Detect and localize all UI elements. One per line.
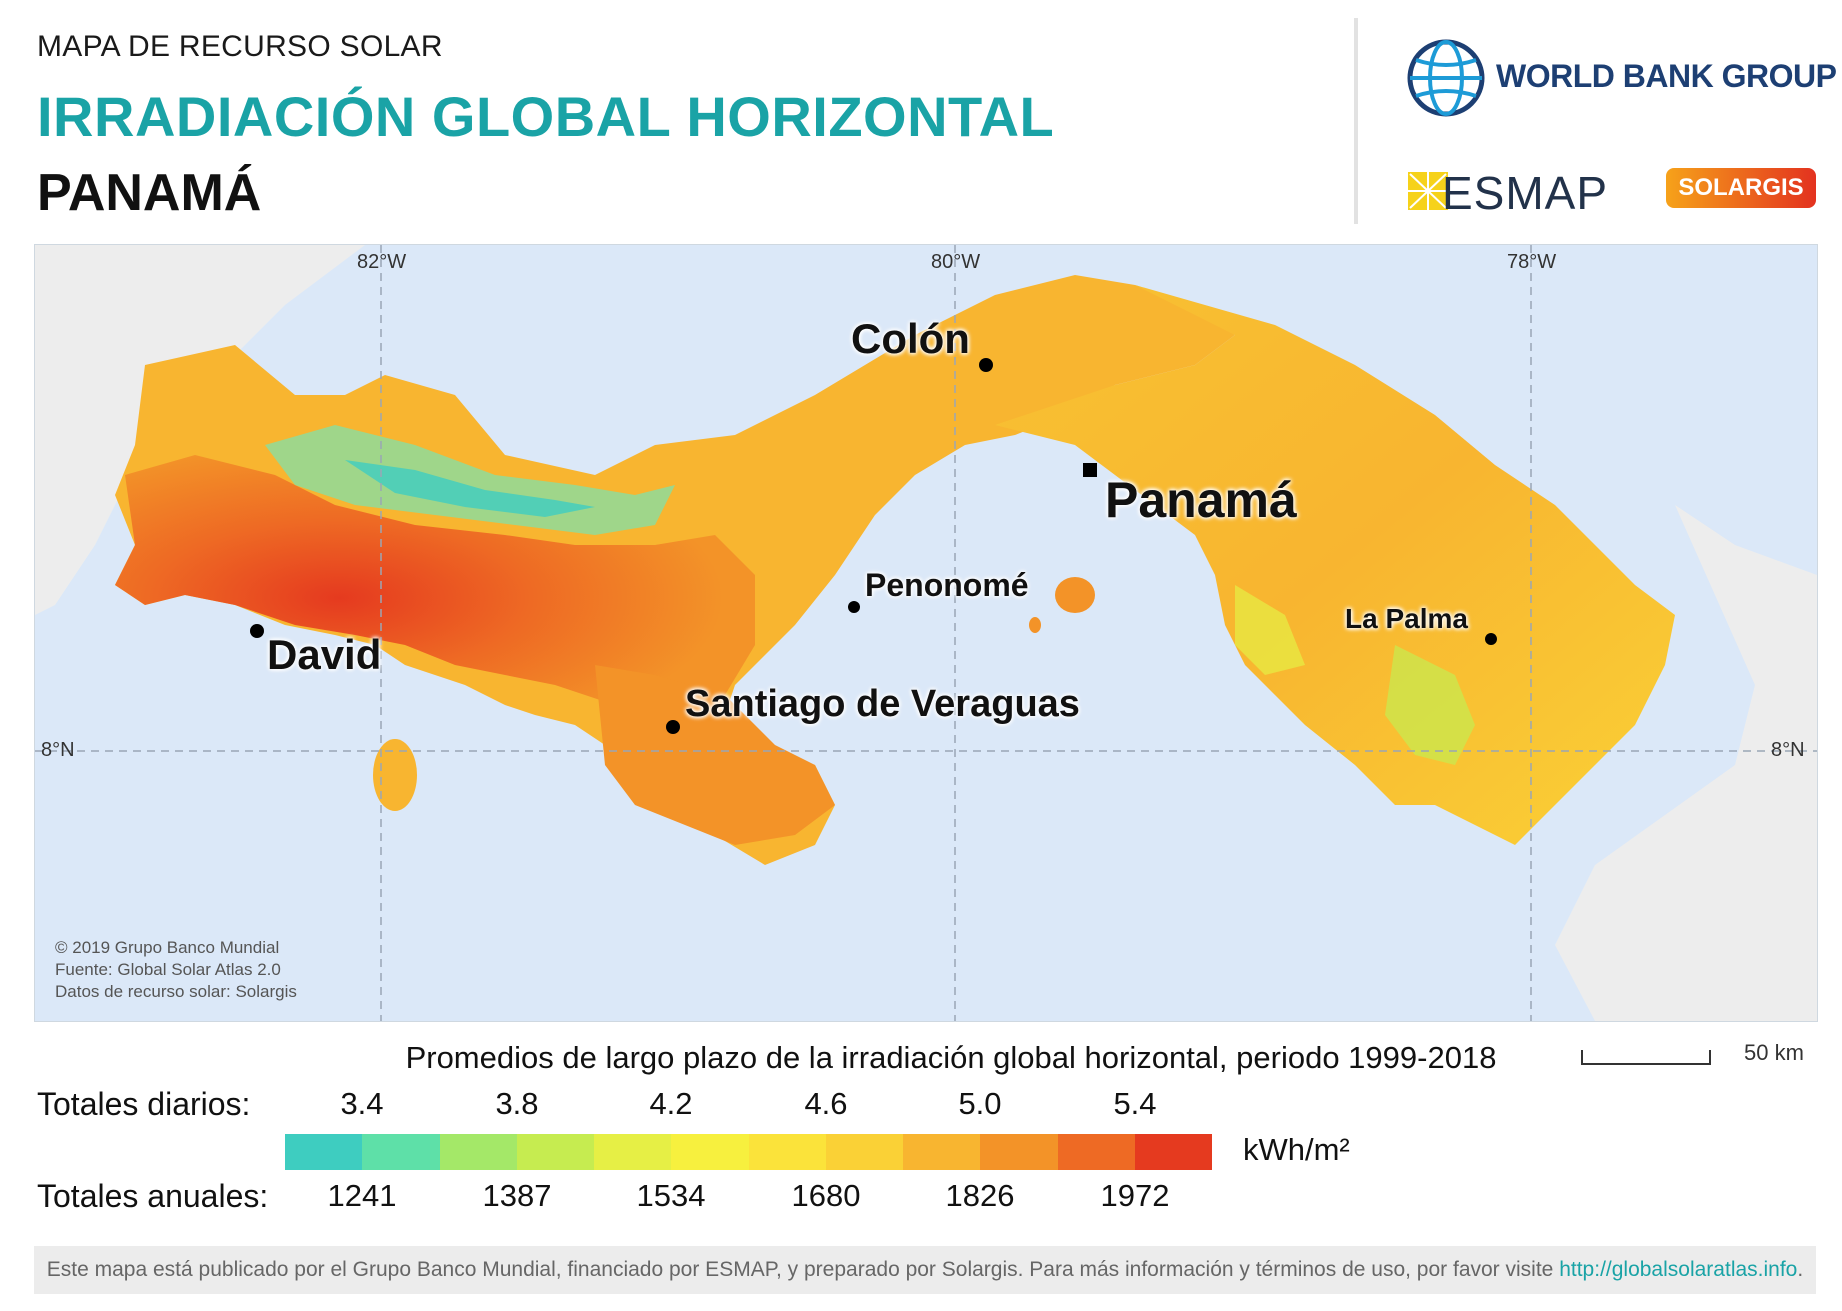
unit-label: kWh/m² xyxy=(1243,1132,1350,1167)
colorbar-swatch xyxy=(903,1134,981,1170)
annual-tick: 1680 xyxy=(791,1178,861,1213)
colorbar-swatch xyxy=(285,1134,363,1170)
world-bank-logo: WORLD BANK GROUP xyxy=(1404,36,1837,117)
map-subtitle: MAPA DE RECURSO SOLAR xyxy=(37,30,443,63)
panama-irradiation-map xyxy=(35,245,1817,1021)
map-title: IRRADIACIÓN GLOBAL HORIZONTAL xyxy=(37,85,1055,148)
footer-text: Este mapa está publicado por el Grupo Ba… xyxy=(46,1258,1554,1281)
annual-tick: 1826 xyxy=(945,1178,1015,1213)
colorbar-swatch xyxy=(594,1134,672,1170)
pearl-islands xyxy=(1055,577,1095,613)
cordillera-core-zone xyxy=(345,460,595,517)
footer-period: . xyxy=(1797,1258,1804,1281)
coiba-island xyxy=(373,739,417,811)
lat-label-8n-left: 8°N xyxy=(41,739,75,761)
colon-marker xyxy=(979,358,993,372)
darien-yellow-patch xyxy=(1235,585,1305,675)
penonome-marker xyxy=(848,601,860,613)
sun-burst-icon xyxy=(1408,172,1448,210)
lon-label-80w: 80°W xyxy=(931,251,981,273)
country-name: PANAMÁ xyxy=(37,164,262,222)
solar-map: 82°W 80°W 78°W 8°N 8°N Colón Panamá Peno… xyxy=(34,244,1818,1022)
globe-icon xyxy=(1407,39,1485,117)
western-high-irradiation-zone xyxy=(115,455,755,715)
annual-tick: 1534 xyxy=(636,1178,706,1213)
annual-ticks: 1241 1387 1534 1680 1826 1972 xyxy=(0,1178,1842,1218)
header-divider xyxy=(1354,18,1358,224)
scale-bar-graphic xyxy=(1581,1050,1711,1065)
esmap-wordmark: ESMAP xyxy=(1442,167,1609,219)
footer-bar: Este mapa está publicado por el Grupo Ba… xyxy=(34,1246,1816,1294)
scale-bar: 50 km xyxy=(1580,1040,1804,1075)
daily-totals-label: Totales diarios: xyxy=(37,1086,251,1122)
colorbar-swatch xyxy=(980,1134,1058,1170)
lon-label-82w: 82°W xyxy=(357,251,407,273)
annual-tick: 1387 xyxy=(482,1178,552,1213)
city-label-colon: Colón xyxy=(851,315,970,362)
la-palma-marker xyxy=(1485,633,1497,645)
annual-tick: 1241 xyxy=(327,1178,397,1213)
small-island xyxy=(1029,617,1041,633)
solargis-logo: SOLARGIS xyxy=(1666,168,1816,208)
globalsolaratlas-link[interactable]: http://globalsolaratlas.info xyxy=(1559,1258,1798,1281)
daily-tick: 4.6 xyxy=(804,1086,848,1121)
city-label-david: David xyxy=(267,631,382,678)
graticule xyxy=(35,245,1817,1021)
annual-totals-label: Totales anuales: xyxy=(37,1178,269,1214)
colombia-land xyxy=(1555,505,1817,1021)
colorbar-swatch xyxy=(1134,1134,1212,1170)
city-label-panama: Panamá xyxy=(1105,472,1297,528)
colorbar-swatch xyxy=(748,1134,826,1170)
daily-tick: 3.8 xyxy=(495,1086,539,1121)
panama-east-land xyxy=(995,285,1675,845)
colorbar-swatch xyxy=(825,1134,903,1170)
david-marker xyxy=(250,624,264,638)
colorbar-swatch xyxy=(439,1134,517,1170)
city-label-santiago: Santiago de Veraguas xyxy=(685,683,1080,725)
credit-line: © 2019 Grupo Banco Mundial xyxy=(55,938,280,957)
credit-line: Fuente: Global Solar Atlas 2.0 xyxy=(55,960,281,979)
legend-title: Promedios de largo plazo de la irradiaci… xyxy=(405,1040,1497,1075)
colorbar-swatch xyxy=(671,1134,749,1170)
world-bank-wordmark: WORLD BANK GROUP xyxy=(1496,58,1837,94)
colorbar-swatch xyxy=(362,1134,440,1170)
colorbar-swatch xyxy=(516,1134,594,1170)
lat-label-8n-right: 8°N xyxy=(1771,739,1805,761)
scale-label: 50 km xyxy=(1744,1040,1804,1065)
colorbar-swatch xyxy=(1057,1134,1135,1170)
darien-green-patch xyxy=(1385,645,1475,765)
daily-tick: 5.0 xyxy=(958,1086,1002,1121)
city-label-la-palma: La Palma xyxy=(1345,603,1468,634)
map-credits: © 2019 Grupo Banco Mundial Fuente: Globa… xyxy=(55,937,297,1003)
costa-rica-land xyxy=(35,245,365,615)
credit-line: Datos de recurso solar: Solargis xyxy=(55,982,297,1001)
lon-label-78w: 78°W xyxy=(1507,251,1557,273)
irradiation-colorbar xyxy=(285,1134,1212,1170)
esmap-logo: ESMAP xyxy=(1408,166,1607,219)
daily-ticks: 3.4 3.8 4.2 4.6 5.0 5.4 xyxy=(0,1086,1842,1126)
city-label-penonome: Penonomé xyxy=(865,567,1029,603)
santiago-marker xyxy=(666,720,680,734)
annual-tick: 1972 xyxy=(1100,1178,1170,1213)
daily-tick: 5.4 xyxy=(1113,1086,1157,1121)
daily-tick: 4.2 xyxy=(649,1086,693,1121)
panama-city-marker xyxy=(1083,463,1097,477)
azuero-peninsula-land xyxy=(595,665,835,845)
daily-tick: 3.4 xyxy=(340,1086,384,1121)
